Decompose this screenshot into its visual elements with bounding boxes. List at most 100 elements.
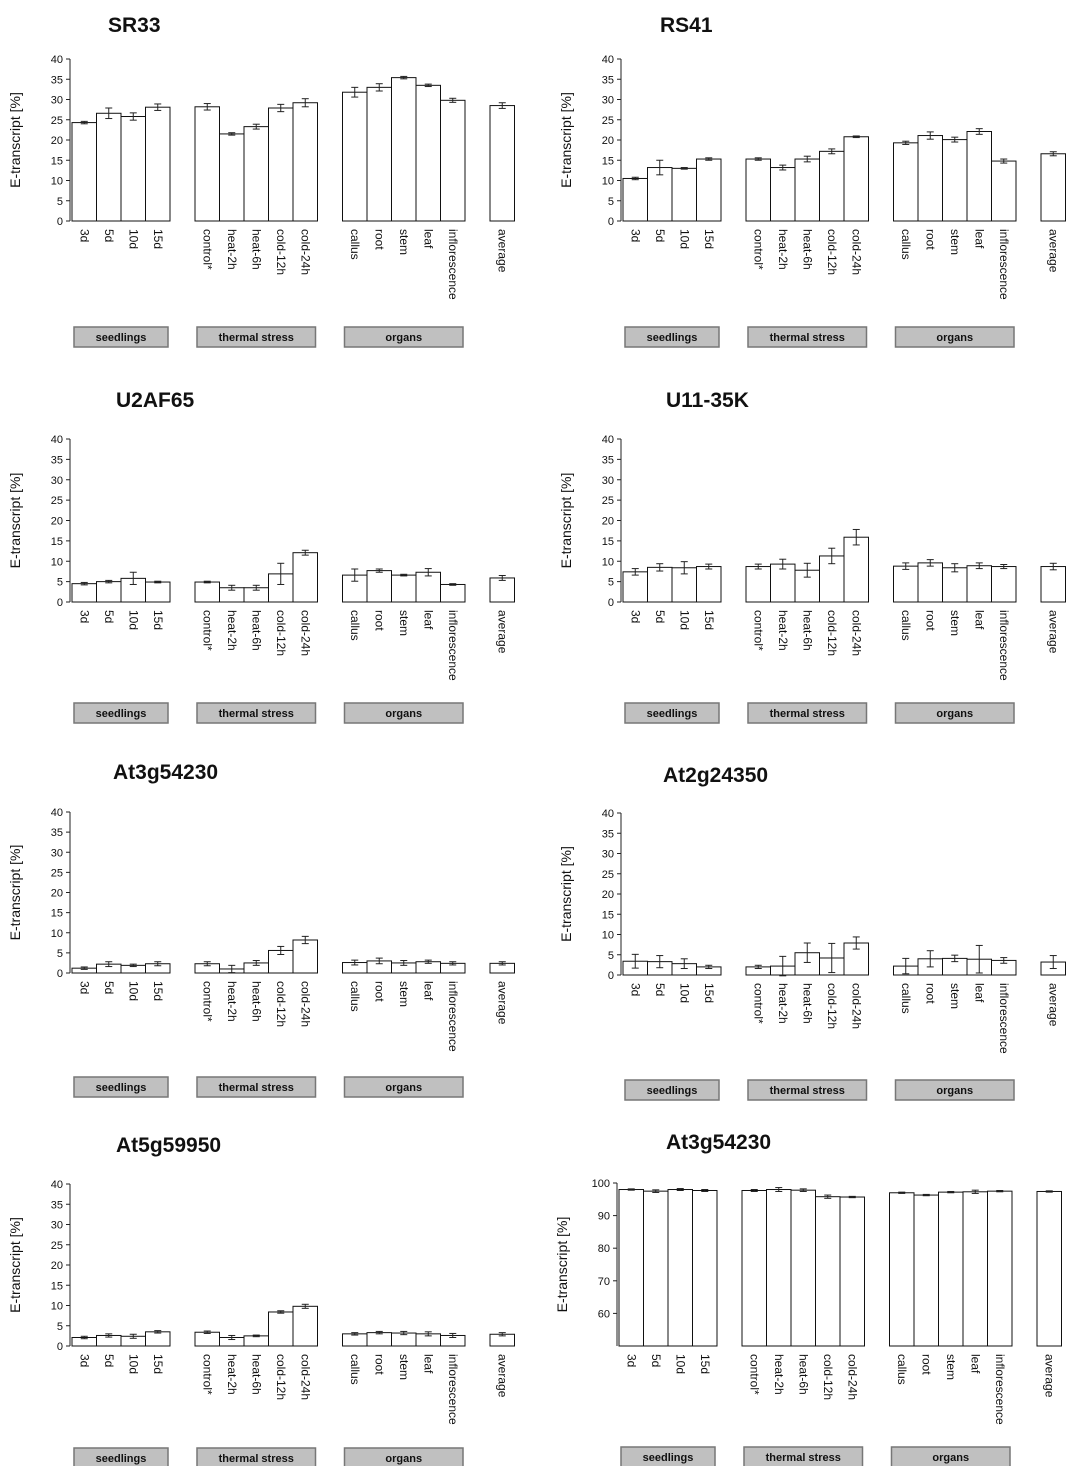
- group-box-rect: [624, 702, 720, 724]
- x-tick-label: root: [923, 229, 937, 250]
- bar: [96, 112, 122, 222]
- bar: [194, 581, 220, 603]
- group-label: thermal stress: [770, 1085, 845, 1097]
- bar: [1036, 1190, 1062, 1347]
- group-box-rect: [624, 326, 720, 348]
- bar: [770, 563, 796, 603]
- y-tick-label: 15: [602, 155, 614, 167]
- bar: [622, 177, 648, 222]
- chart-title: U11-35K: [666, 389, 749, 412]
- chart-panel: At3g54230 E-transcript [%] 60 70 80 90 100 3d 5d…: [554, 1131, 1062, 1466]
- y-tick-label: 20: [51, 888, 63, 900]
- chart-title: SR33: [108, 14, 161, 37]
- group-box: thermal stress: [196, 1447, 317, 1466]
- bar: [893, 142, 919, 222]
- y-tick-label: 40: [602, 808, 614, 820]
- x-tick-label: 3d: [77, 1354, 91, 1367]
- bar: [489, 105, 515, 222]
- chart-title: RS41: [660, 14, 713, 37]
- y-tick-label: 35: [51, 454, 63, 466]
- bar: [889, 1192, 915, 1347]
- bar: [415, 571, 441, 603]
- x-tick-label: 10d: [126, 981, 140, 1001]
- y-tick-label: 40: [51, 807, 63, 819]
- x-tick-label: callus: [348, 1354, 362, 1385]
- x-tick-label: leaf: [972, 229, 986, 249]
- group-label: seedlings: [643, 1452, 694, 1464]
- x-tick-label: 15d: [151, 981, 165, 1001]
- y-tick-label: 40: [51, 1179, 63, 1191]
- bar: [942, 567, 968, 603]
- bar: [120, 116, 146, 222]
- group-box: organs: [343, 702, 464, 724]
- x-tick-label: average: [495, 1354, 509, 1398]
- x-tick-label: control*: [751, 610, 765, 651]
- x-tick-label: root: [372, 981, 386, 1002]
- bar: [391, 77, 417, 222]
- group-label: organs: [385, 708, 422, 720]
- x-tick-label: heat-6h: [800, 983, 814, 1024]
- group-box: organs: [343, 1447, 464, 1466]
- x-tick-label: cold-12h: [274, 610, 288, 656]
- x-tick-label: leaf: [421, 610, 435, 630]
- bar: [839, 1196, 865, 1347]
- bar: [71, 122, 97, 222]
- x-tick-label: stem: [397, 610, 411, 636]
- x-tick-label: average: [495, 981, 509, 1025]
- group-box-rect: [196, 1447, 317, 1466]
- x-tick-label: heat-2h: [225, 981, 239, 1022]
- x-tick-label: cold-24h: [298, 981, 312, 1027]
- bar: [622, 571, 648, 603]
- group-box: thermal stress: [747, 1079, 868, 1101]
- bar: [489, 577, 515, 603]
- chart-panel: At3g54230 E-transcript [%] 0 5 10 15 20 25 30 35 4…: [7, 761, 515, 1098]
- x-tick-label: heat-2h: [776, 229, 790, 270]
- x-tick-label: callus: [895, 1354, 909, 1385]
- x-tick-label: callus: [348, 981, 362, 1012]
- x-tick-label: heat-6h: [249, 1354, 263, 1395]
- x-tick-label: control*: [200, 1354, 214, 1395]
- group-label: thermal stress: [219, 708, 294, 720]
- group-label: organs: [936, 332, 973, 344]
- bar: [938, 1191, 964, 1347]
- y-tick-label: 5: [608, 196, 614, 208]
- y-tick-label: 0: [608, 597, 614, 609]
- y-tick-label: 70: [598, 1276, 610, 1288]
- y-tick-label: 80: [598, 1243, 610, 1255]
- x-tick-label: cold-24h: [849, 229, 863, 275]
- y-tick-label: 20: [602, 135, 614, 147]
- bar: [440, 99, 466, 222]
- x-tick-label: 3d: [77, 610, 91, 623]
- x-tick-label: heat-2h: [225, 1354, 239, 1395]
- x-tick-label: inflorescence: [997, 983, 1011, 1054]
- y-tick-label: 40: [51, 54, 63, 66]
- x-tick-label: 10d: [126, 229, 140, 249]
- y-tick-label: 5: [57, 1321, 63, 1333]
- group-box: organs: [343, 326, 464, 348]
- bar: [987, 1190, 1013, 1347]
- x-tick-label: control*: [200, 981, 214, 1022]
- y-tick-label: 10: [602, 930, 614, 942]
- bar: [292, 102, 318, 222]
- x-tick-label: callus: [899, 229, 913, 260]
- bar: [366, 570, 392, 603]
- bar: [194, 106, 220, 222]
- y-tick-label: 40: [602, 434, 614, 446]
- bar: [643, 1190, 669, 1347]
- x-tick-label: 3d: [628, 610, 642, 623]
- y-axis-label: E-transcript [%]: [558, 473, 574, 569]
- x-tick-label: 5d: [649, 1354, 663, 1367]
- bar: [843, 536, 869, 603]
- chart-panel: U11-35K E-transcript [%] 0 5 10 15 20 25 30 35 40 3…: [558, 389, 1066, 724]
- group-label: organs: [936, 1085, 973, 1097]
- y-tick-label: 15: [51, 1280, 63, 1292]
- group-box: seedlings: [73, 702, 169, 724]
- group-box-rect: [343, 702, 464, 724]
- group-label: seedlings: [96, 1082, 147, 1094]
- group-box-rect: [747, 1079, 868, 1101]
- group-label: organs: [385, 332, 422, 344]
- chart-title: At3g54230: [666, 1131, 771, 1154]
- y-tick-label: 15: [51, 536, 63, 548]
- x-tick-label: stem: [397, 1354, 411, 1380]
- x-tick-label: 10d: [677, 610, 691, 630]
